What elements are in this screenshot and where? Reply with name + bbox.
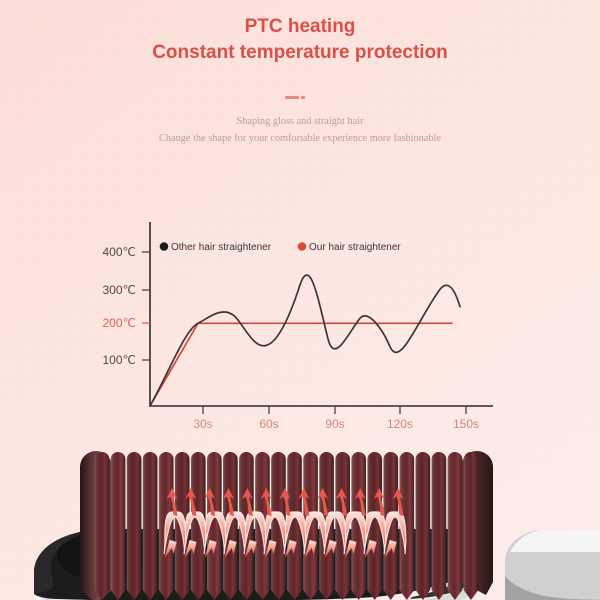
- svg-text:120s: 120s: [387, 417, 413, 431]
- svg-text:400℃: 400℃: [103, 245, 137, 259]
- svg-text:150s: 150s: [453, 417, 479, 431]
- svg-text:Our hair straightener: Our hair straightener: [309, 242, 401, 253]
- svg-text:200℃: 200℃: [103, 316, 137, 330]
- svg-text:60s: 60s: [259, 417, 278, 431]
- svg-text:100℃: 100℃: [103, 353, 137, 367]
- svg-text:300℃: 300℃: [103, 283, 137, 297]
- svg-text:Other hair straightener: Other hair straightener: [171, 242, 272, 253]
- svg-text:90s: 90s: [325, 417, 344, 431]
- svg-text:30s: 30s: [193, 417, 212, 431]
